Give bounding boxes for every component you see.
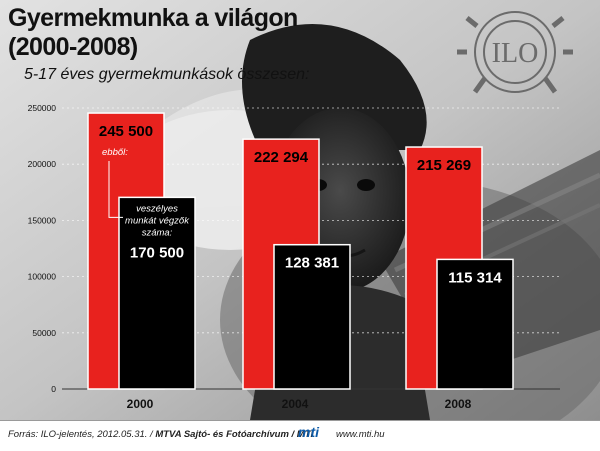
title-line-1: Gyermekmunka a világon	[8, 4, 298, 32]
x-tick-label: 2008	[445, 397, 472, 411]
chart-subtitle: 5-17 éves gyermekmunkások összesen:	[24, 66, 310, 83]
y-tick-label: 200000	[28, 159, 57, 169]
footer: Forrás: ILO-jelentés, 2012.05.31. / MTVA…	[0, 420, 600, 451]
x-tick-label: 2000	[127, 397, 154, 411]
source-credit: Forrás: ILO-jelentés, 2012.05.31. / MTVA…	[8, 429, 313, 440]
annotation-veszelyes-line: száma:	[142, 227, 173, 238]
x-tick-label: 2004	[282, 397, 309, 411]
data-label-hazardous: 115 314	[448, 269, 502, 286]
bar-hazardous-2004	[273, 243, 351, 390]
mti-logo-icon: mti	[298, 424, 319, 440]
y-tick-label: 50000	[32, 328, 56, 338]
annotation-connector	[108, 161, 123, 218]
mti-url-link[interactable]: www.mti.hu	[336, 429, 385, 440]
title-line-2: (2000-2008)	[8, 33, 138, 61]
data-label-hazardous: 170 500	[130, 244, 184, 261]
bar-chart: 0 50000 100000 150000 200000 250000 245 500 17…	[28, 103, 560, 411]
data-label-total: 245 500	[99, 123, 153, 140]
annotation-ebbol: ebből:	[102, 147, 128, 158]
chart-title: Gyermekmunka a világon (2000-2008)	[8, 4, 298, 62]
logo-text: ILO	[492, 38, 539, 69]
y-tick-label: 250000	[28, 103, 57, 113]
bar-hazardous-2008	[436, 258, 514, 390]
bar-hazardous-2000	[118, 196, 196, 390]
y-tick-label: 100000	[28, 272, 57, 282]
source-agency: MTVA Sajtó- és Fotóarchívum / MTI	[155, 429, 314, 440]
annotation-veszelyes-line: munkát végzők	[125, 215, 190, 226]
y-tick-label: 0	[51, 384, 56, 394]
data-label-total: 222 294	[254, 149, 309, 166]
y-tick-label: 150000	[28, 215, 57, 225]
annotation-veszelyes-line: veszélyes	[136, 203, 178, 214]
data-label-hazardous: 128 381	[285, 255, 339, 272]
data-label-total: 215 269	[417, 157, 471, 174]
ilo-gear-logo-icon: ILO	[457, 11, 573, 94]
source-prefix: Forrás: ILO-jelentés, 2012.05.31. /	[8, 429, 156, 440]
